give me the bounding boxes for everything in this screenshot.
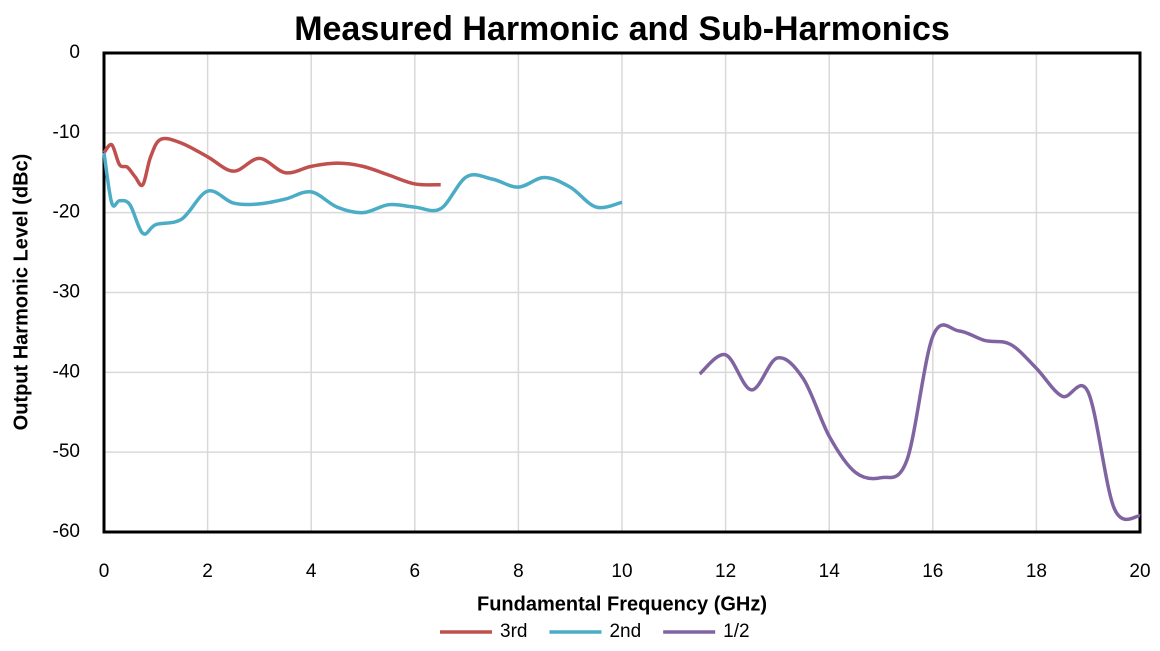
y-tick-label: -50	[53, 441, 80, 462]
x-tick-label: 20	[1129, 561, 1150, 582]
plot-frame	[102, 51, 1142, 534]
data-line	[698, 323, 1141, 522]
y-tick-label: -40	[53, 361, 80, 382]
x-tick-label: 6	[410, 561, 421, 582]
x-tick-label: 4	[306, 561, 317, 582]
legend-label: 3rd	[500, 621, 527, 642]
x-tick-label: 18	[1026, 561, 1047, 582]
x-tick-label: 14	[819, 561, 841, 582]
y-tick-label: -10	[53, 122, 80, 143]
y-axis-label: Output Harmonic Level (dBc)	[10, 154, 32, 431]
x-tick-label: 2	[202, 561, 213, 582]
legend-label: 1/2	[723, 621, 749, 642]
data-line	[102, 152, 623, 236]
legend-label: 2nd	[609, 621, 641, 642]
x-tick-label: 8	[513, 561, 524, 582]
y-tick-label: -20	[53, 202, 80, 223]
y-tick-label: -60	[53, 521, 80, 542]
x-axis-label: Fundamental Frequency (GHz)	[477, 593, 767, 615]
chart-title: Measured Harmonic and Sub-Harmonics	[294, 10, 950, 48]
x-tick-label: 16	[922, 561, 943, 582]
x-tick-label: 12	[715, 561, 736, 582]
y-tick-label: 0	[69, 42, 80, 63]
x-tick-label: 0	[99, 561, 110, 582]
y-tick-label: -30	[53, 282, 80, 303]
x-tick-label: 10	[611, 561, 632, 582]
data-line	[102, 136, 441, 188]
